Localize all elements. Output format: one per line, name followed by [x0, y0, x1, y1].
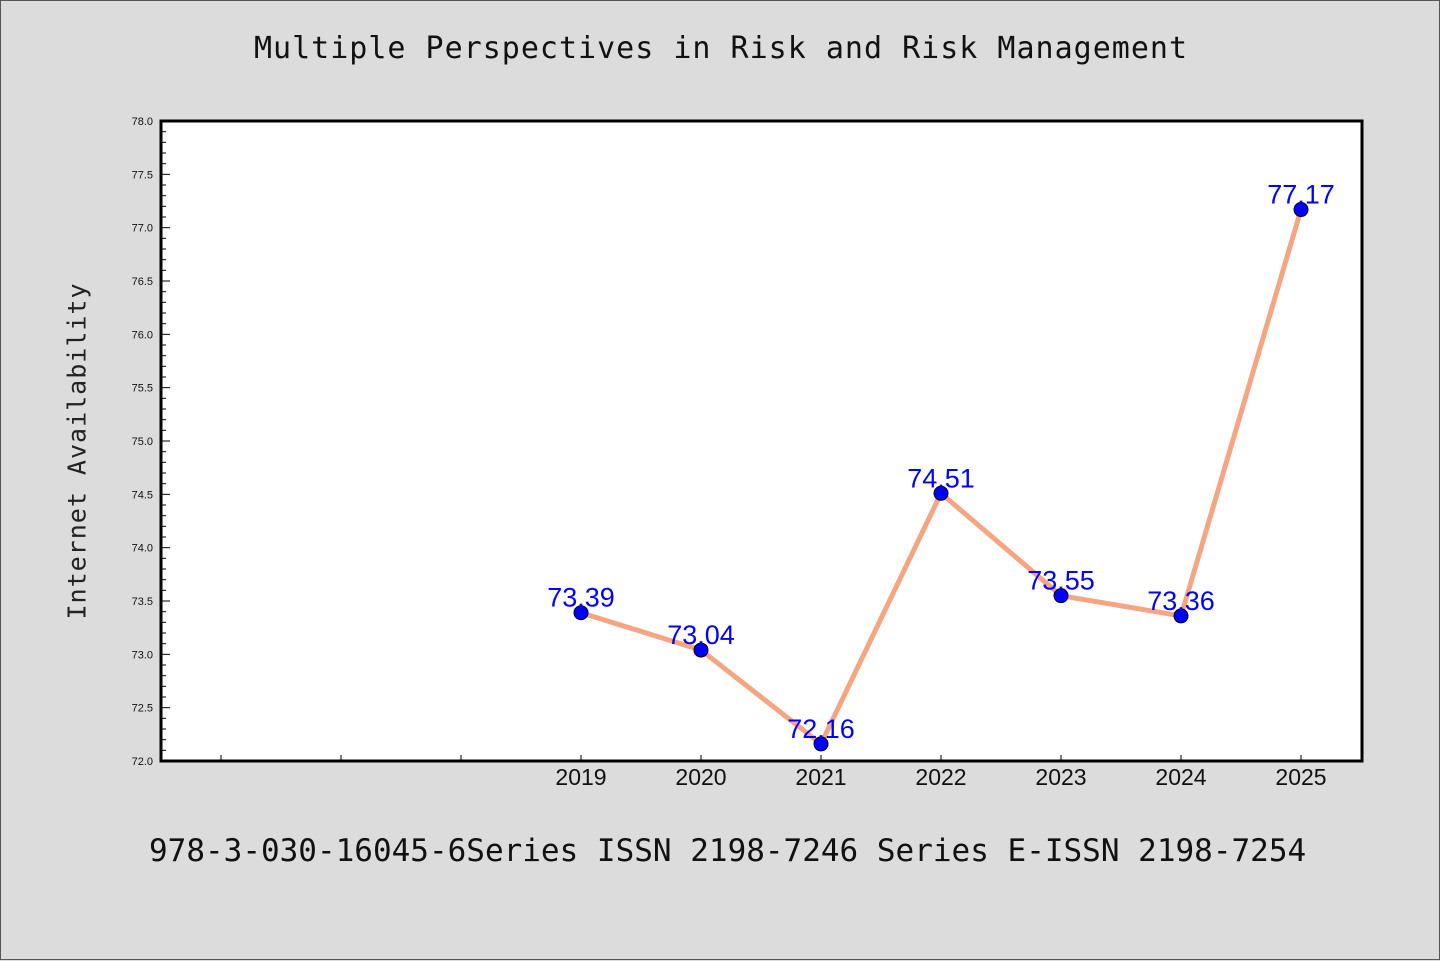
- data-point-marker: [1293, 202, 1309, 218]
- x-tick-label: 2022: [915, 764, 966, 790]
- data-point-marker: [933, 485, 949, 501]
- y-tick-label: 74.0: [132, 543, 153, 555]
- data-labels-group: 73.39 73.04 72.16 74.51 73.55 73.36 77.17: [547, 180, 1335, 744]
- data-label: 73.39: [547, 583, 615, 613]
- data-label: 74.51: [907, 463, 975, 493]
- y-tick-label: 76.0: [132, 329, 153, 341]
- data-point-marker: [1053, 588, 1069, 604]
- y-tick-label: 74.5: [132, 489, 153, 501]
- y-tick-label: 75.0: [132, 436, 153, 448]
- y-tick-label: 72.5: [132, 703, 153, 715]
- markers-group: [573, 202, 1309, 752]
- x-tick-label: 2021: [795, 764, 846, 790]
- y-tick-label: 78.0: [132, 116, 153, 128]
- data-label: 73.04: [667, 620, 735, 650]
- data-point-marker: [573, 605, 589, 621]
- y-tick-label: 77.5: [132, 169, 153, 181]
- data-label: 72.16: [787, 714, 855, 744]
- x-tick-label: 2023: [1035, 764, 1086, 790]
- x-axis-ticks: 2019 2020 2021 2022 2023 2024 2025: [220, 755, 1327, 790]
- data-label: 73.55: [1027, 566, 1095, 596]
- chart-title: Multiple Perspectives in Risk and Risk M…: [253, 31, 1188, 66]
- x-tick-label: 2025: [1275, 764, 1326, 790]
- y-tick-label: 72.0: [132, 756, 153, 768]
- y-tick-label: 73.0: [132, 649, 153, 661]
- data-label: 77.17: [1267, 180, 1335, 210]
- plot-border: [159, 119, 1364, 763]
- x-tick-label: 2019: [555, 764, 606, 790]
- y-axis-ticks: 72.0 72.5 73.0 73.5 74.0 74.5 75.0 75.5 76.0 76.5…: [132, 116, 153, 768]
- y-tick-label: 77.0: [132, 223, 153, 235]
- y-tick-label: 75.5: [132, 383, 153, 395]
- data-point-marker: [693, 642, 709, 658]
- plot-area: [161, 121, 1362, 761]
- y-tick-label: 76.5: [132, 276, 153, 288]
- data-point-marker: [1173, 608, 1189, 624]
- x-tick-label: 2020: [675, 764, 726, 790]
- footer-isbn-text: 978-3-030-16045-6Series ISSN 2198-7246 S…: [149, 833, 1307, 869]
- y-tick-label: 73.5: [132, 596, 153, 608]
- data-point-marker: [813, 736, 829, 752]
- x-tick-label: 2024: [1155, 764, 1206, 790]
- data-label: 73.36: [1147, 586, 1215, 616]
